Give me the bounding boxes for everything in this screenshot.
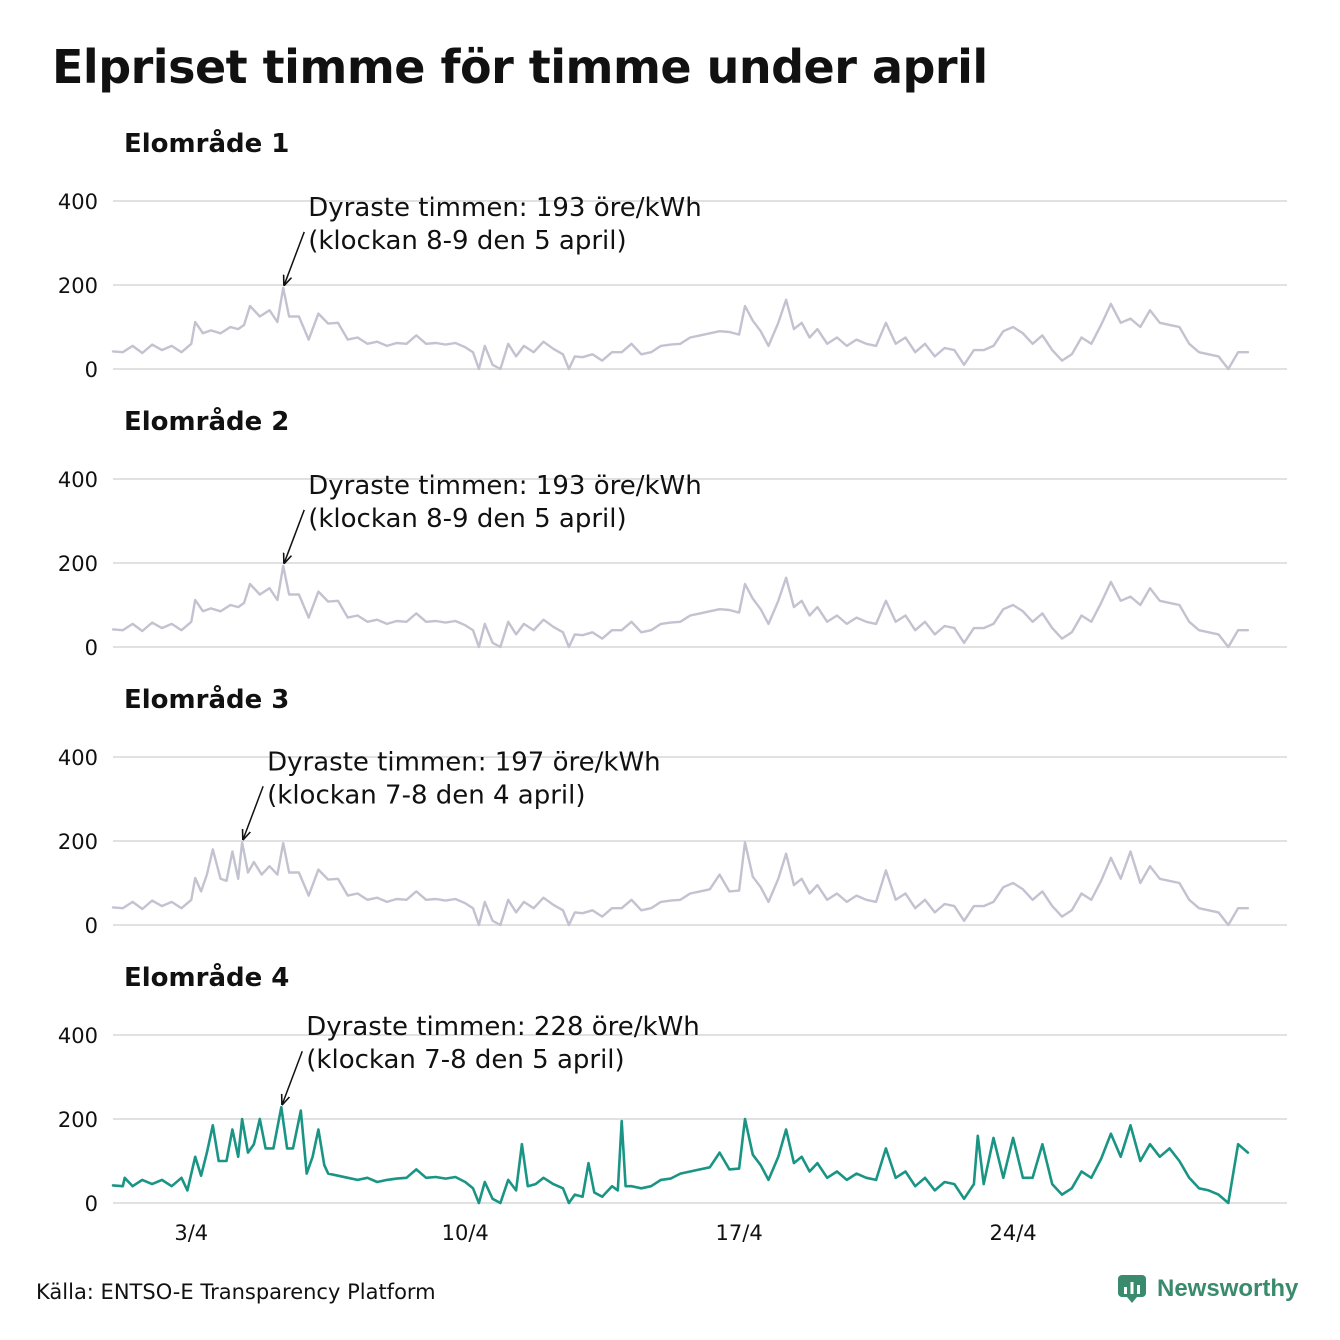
panel-title: Elområde 1 [124,127,289,159]
annotation-line2: (klockan 8-9 den 5 april) [308,504,626,534]
panel-3: Elområde 3 0 200 400 Dyraste timmen: 197 öre… [58,683,1287,938]
panel-2: Elområde 2 0 200 400 Dyraste timmen: 193 öre… [58,405,1287,660]
price-series-line [111,286,1250,371]
annotation-line2: (klockan 7-8 den 5 april) [306,1045,624,1075]
panel-title: Elområde 3 [124,683,289,715]
annotation-arrow [243,785,264,839]
y-tick-label: 400 [58,1024,98,1048]
brand-name: Newsworthy [1157,1275,1299,1302]
annotation-line1: Dyraste timmen: 193 öre/kWh [308,471,702,501]
y-tick-label: 0 [85,1192,98,1216]
y-tick-label: 200 [58,552,98,576]
x-tick-label: 17/4 [716,1221,763,1245]
price-series-line [111,564,1250,649]
x-tick-label: 24/4 [989,1221,1036,1245]
annotation-arrow [282,1050,303,1104]
y-tick-label: 0 [85,914,98,938]
panel-4: Elområde 4 0 200 400 Dyraste timmen: 228 öre… [58,961,1287,1245]
annotation-arrow [284,231,305,285]
y-tick-label: 0 [85,636,98,660]
annotation-line2: (klockan 7-8 den 4 april) [267,780,585,810]
y-tick-label: 0 [85,358,98,382]
annotation-line1: Dyraste timmen: 228 öre/kWh [306,1012,700,1042]
annotation-line1: Dyraste timmen: 197 öre/kWh [267,747,661,777]
newsworthy-logo-icon [1118,1275,1146,1303]
y-tick-label: 400 [58,746,98,770]
y-tick-label: 200 [58,830,98,854]
price-series-line [111,841,1250,927]
panel-title: Elområde 2 [124,405,289,437]
y-tick-label: 400 [58,468,98,492]
annotation-line1: Dyraste timmen: 193 öre/kWh [308,193,702,223]
source-note: Källa: ENTSO-E Transparency Platform [36,1280,436,1304]
y-tick-label: 400 [58,190,98,214]
chart-title: Elpriset timme för timme under april [52,40,988,94]
panel-title: Elområde 4 [124,961,289,993]
x-tick-label: 3/4 [174,1221,208,1245]
annotation-line2: (klockan 8-9 den 5 april) [308,226,626,256]
panel-1: Elområde 1 0 200 400 Dyraste timmen: 193 öre… [58,127,1287,382]
annotation-arrow [284,509,305,563]
x-tick-label: 10/4 [442,1221,489,1245]
brand-logo: Newsworthy [1117,1274,1298,1304]
y-tick-label: 200 [58,274,98,298]
y-tick-label: 200 [58,1108,98,1132]
price-series-line [111,1105,1250,1205]
